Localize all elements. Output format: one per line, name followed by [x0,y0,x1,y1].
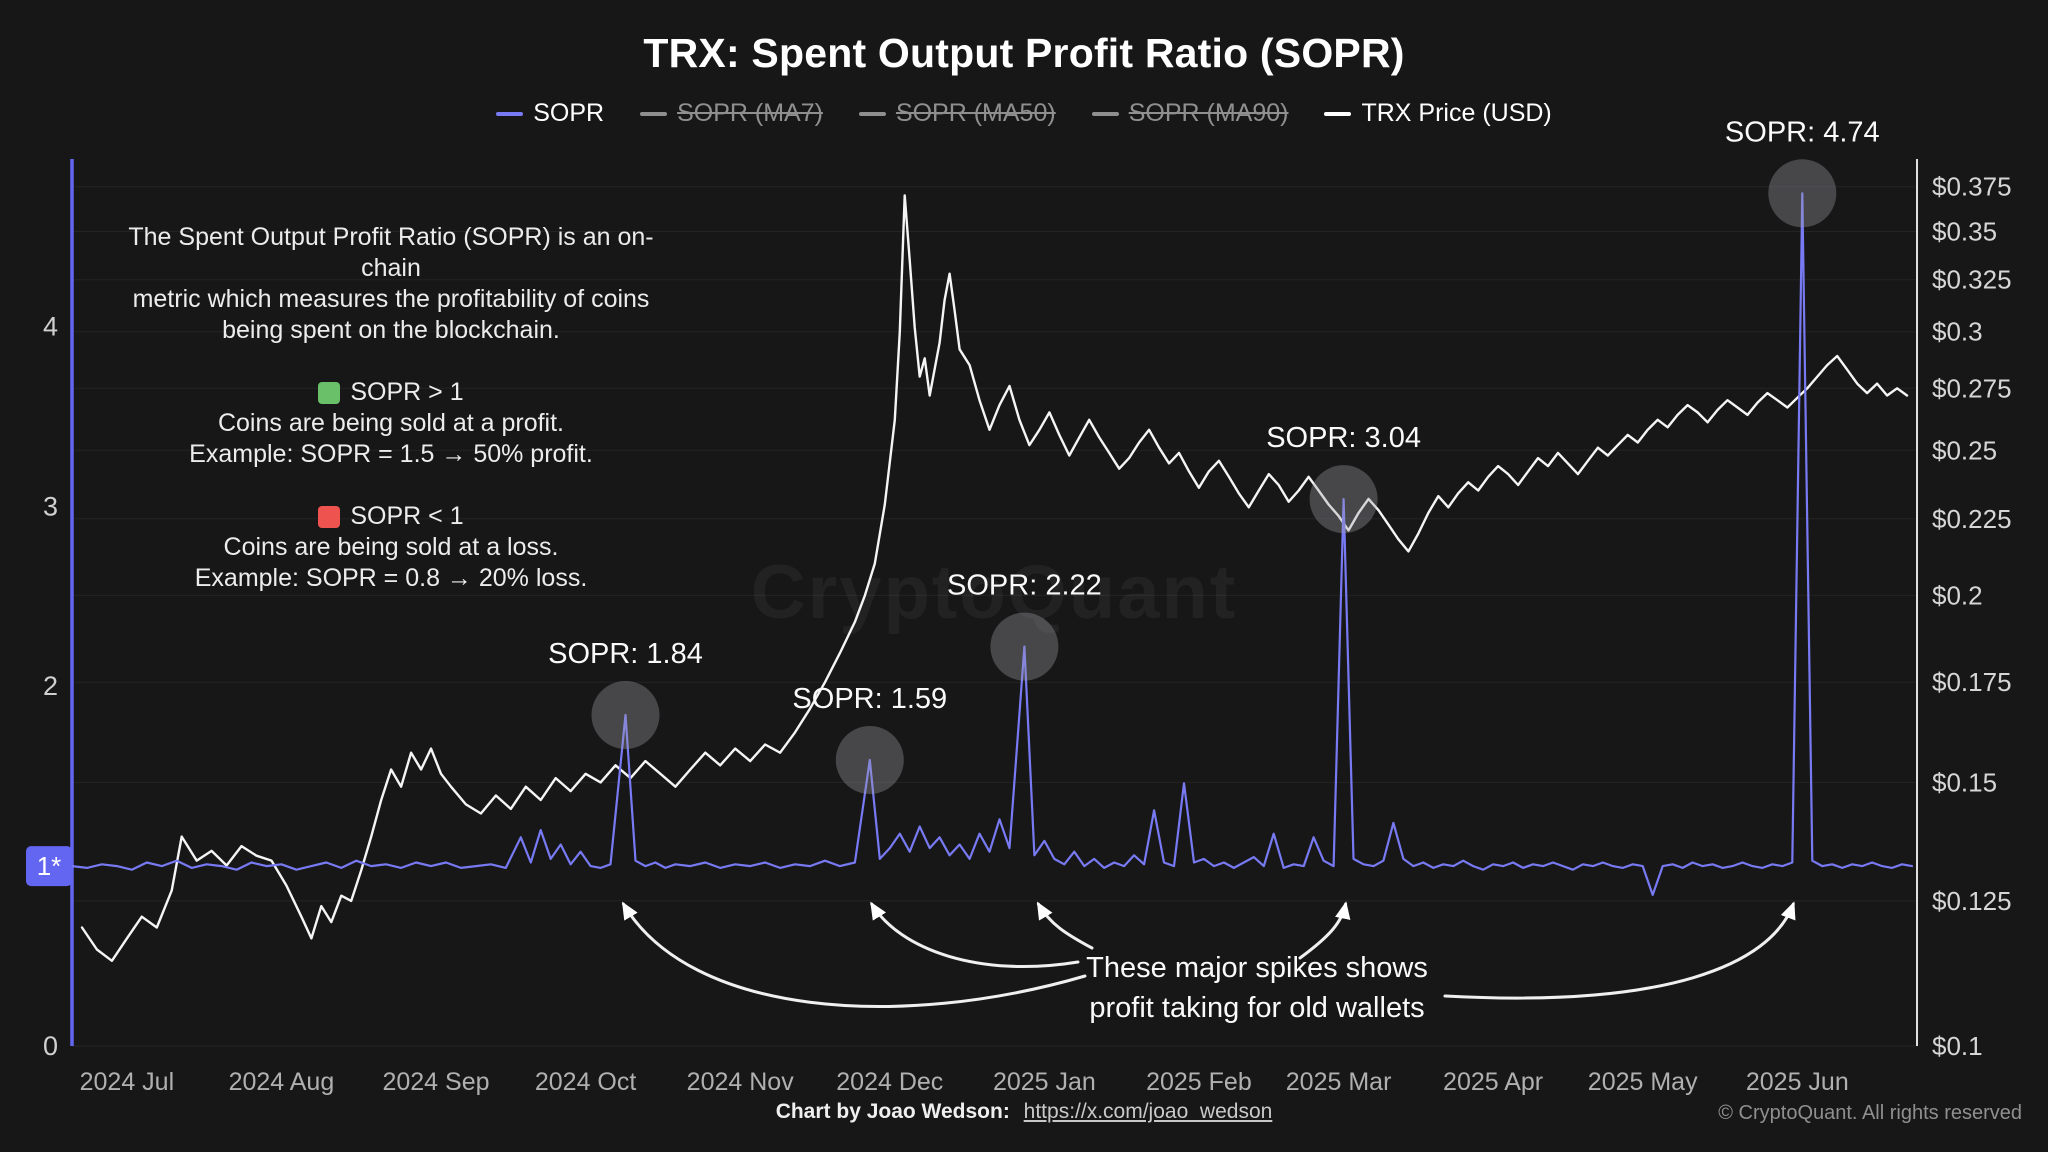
intro-line: metric which measures the profitability … [132,285,650,313]
spike-pointer-arrow [622,901,1087,1008]
left-axis-label: 1* [37,851,62,881]
right-axis-label: $0.25 [1932,435,1997,465]
spike-marker-circle [1768,159,1837,228]
legend-label: SOPR (MA50) [895,99,1056,127]
right-axis-label: $0.1 [1932,1031,1983,1061]
legend-item-sopr-ma50-[interactable]: SOPR (MA50) [858,99,1056,128]
legend: SOPR SOPR (MA7) SOPR (MA50) SOPR (MA90) TRX … [0,99,2048,128]
x-axis-label: 2024 Jul [80,1068,175,1096]
profit-rule-heading: SOPR > 1 [110,377,672,408]
cryptoquant-watermark: CryptoQuant [751,550,1237,635]
copyright-text: © CryptoQuant. All rights reserved [1718,1102,2022,1124]
spike-pointer-arrow [1443,901,1796,1000]
x-axis-label: 2024 Aug [229,1068,335,1096]
credit-link[interactable]: https://x.com/joao_wedson [1023,1100,1273,1123]
sopr-baseline-badge [26,846,72,887]
legend-item-trx-price-usd-[interactable]: TRX Price (USD) [1324,99,1552,128]
loss-example: Example: SOPR = 0.8 → 20% loss. [194,564,588,592]
x-axis-label: 2025 Feb [1146,1068,1252,1096]
loss-swatch-icon [318,505,341,528]
legend-label: TRX Price (USD) [1361,99,1552,127]
trx-price-line [80,194,1909,962]
legend-label: SOPR [533,99,605,127]
sopr-explanation: The Spent Output Profit Ratio (SOPR) is … [110,222,672,594]
spike-marker-circle [1309,465,1378,534]
spike-pointer-arrow [1298,901,1351,960]
spike-annotation-label: SOPR: 4.74 [1725,116,1880,148]
right-axis-label: $0.325 [1932,265,2012,295]
right-axis-label: $0.175 [1932,667,2012,697]
legend-line-icon [496,111,524,116]
left-axis-label: 4 [43,311,58,341]
profit-example: Example: SOPR = 1.5 → 50% profit. [189,440,593,468]
right-axis-label: $0.225 [1932,504,2012,534]
x-axis-label: 2025 May [1588,1068,1698,1096]
legend-item-sopr-ma7-[interactable]: SOPR (MA7) [640,99,823,128]
x-axis-label: 2025 Jun [1746,1068,1849,1096]
spike-note-line: These major spikes shows [1086,952,1428,984]
chart-header: TRX: Spent Output Profit Ratio (SOPR) SO… [0,30,2048,128]
page-title: TRX: Spent Output Profit Ratio (SOPR) [643,30,1405,76]
x-axis-label: 2024 Sep [382,1068,489,1096]
footer-credit: Chart by Joao Wedson: https://x.com/joao… [0,1100,2048,1124]
x-axis-label: 2025 Mar [1286,1068,1392,1096]
left-axis-label: 2 [43,671,58,701]
right-axis-label: $0.35 [1932,217,1997,247]
right-axis-label: $0.3 [1932,317,1983,347]
x-axis-label: 2024 Nov [687,1068,795,1096]
spike-marker-circle [591,681,660,749]
legend-line-icon [858,111,886,116]
spike-annotation-label: SOPR: 2.22 [947,570,1102,602]
legend-line-icon [640,111,668,116]
spike-marker-circle [835,726,904,794]
profit-rule: SOPR > 1 Coins are being sold at a profi… [110,377,672,470]
credit-author: Chart by Joao Wedson: [775,1100,1010,1123]
loss-rule: SOPR < 1 Coins are being sold at a loss.… [110,501,672,594]
left-axis-label: 3 [43,491,58,521]
intro-line: being spent on the blockchain. [222,316,560,344]
legend-line-icon [1324,111,1352,116]
spike-annotation-label: SOPR: 1.84 [548,638,703,670]
loss-line: Coins are being sold at a loss. [223,533,559,561]
chart-footer: Chart by Joao Wedson: https://x.com/joao… [0,1100,2048,1124]
left-axis-label: 0 [43,1031,58,1061]
legend-label: SOPR (MA7) [677,99,823,127]
loss-heading: SOPR < 1 [350,502,464,530]
right-axis-label: $0.125 [1932,886,2012,916]
sopr-line [70,192,1914,897]
right-axis-label: $0.275 [1932,373,2012,403]
right-axis-label: $0.375 [1932,172,2012,202]
spike-marker-circle [990,612,1059,681]
spike-annotation-label: SOPR: 3.04 [1266,422,1421,454]
intro-line: The Spent Output Profit Ratio (SOPR) is … [128,223,654,282]
profit-line: Coins are being sold at a profit. [217,409,565,437]
explanation-intro: The Spent Output Profit Ratio (SOPR) is … [110,222,672,346]
legend-item-sopr-ma90-[interactable]: SOPR (MA90) [1091,99,1289,128]
legend-label: SOPR (MA90) [1128,99,1289,127]
x-axis-label: 2025 Jan [993,1068,1096,1096]
legend-item-sopr[interactable]: SOPR [496,99,604,128]
profit-swatch-icon [318,381,341,404]
right-axis-label: $0.2 [1932,580,1983,610]
loss-rule-heading: SOPR < 1 [110,501,672,532]
spike-annotation-label: SOPR: 1.59 [792,683,947,715]
x-axis-label: 2025 Apr [1443,1068,1543,1096]
legend-line-icon [1091,111,1119,116]
profit-heading: SOPR > 1 [350,378,464,406]
x-axis-label: 2024 Oct [535,1068,637,1096]
spike-note-line: profit taking for old wallets [1089,992,1425,1024]
spike-pointer-arrow [870,901,1080,969]
spike-pointer-arrow [1036,901,1094,950]
spike-note: These major spikes shows profit taking f… [997,948,1517,1028]
right-axis-label: $0.15 [1932,767,1997,797]
x-axis-label: 2024 Dec [836,1068,943,1096]
